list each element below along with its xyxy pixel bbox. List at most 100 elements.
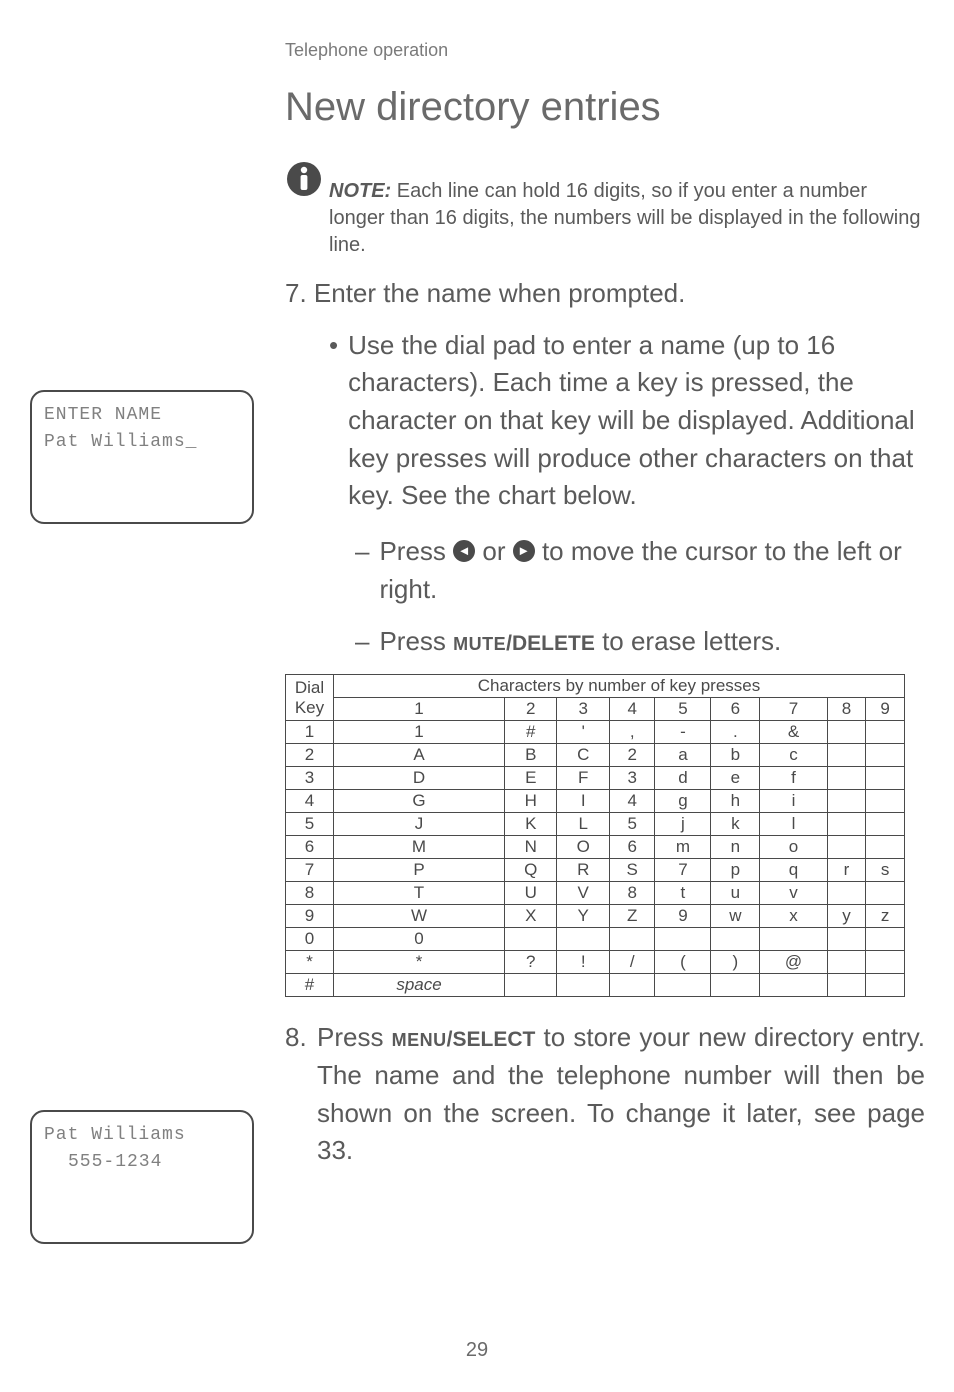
- table-col-header: 8: [827, 698, 866, 721]
- table-row: 6MNO6mno: [286, 836, 905, 859]
- table-cell: 1: [286, 721, 334, 744]
- step-7: 7. Enter the name when prompted.: [285, 275, 925, 313]
- table-cell: s: [866, 859, 905, 882]
- table-cell: 3: [286, 767, 334, 790]
- sub1-a: Press: [379, 536, 453, 566]
- table-cell: w: [711, 905, 760, 928]
- page-title: New directory entries: [285, 85, 904, 130]
- step7-sub2: Press MUTE/DELETE to erase letters.: [379, 623, 781, 661]
- table-col-header: 4: [609, 698, 655, 721]
- table-cell: [866, 928, 905, 951]
- table-cell: *: [334, 951, 505, 974]
- step7-bullet: Use the dial pad to enter a name (up to …: [348, 327, 925, 515]
- table-header-span: Characters by number of key presses: [334, 675, 905, 698]
- table-cell: n: [711, 836, 760, 859]
- table-cell: [655, 928, 711, 951]
- table-cell: 2: [286, 744, 334, 767]
- note-text: NOTE: Each line can hold 16 digits, so i…: [329, 160, 925, 259]
- table-cell: [866, 974, 905, 997]
- table-cell: 1: [334, 721, 505, 744]
- info-icon: [285, 160, 323, 204]
- table-cell: b: [711, 744, 760, 767]
- table-cell: V: [557, 882, 609, 905]
- table-cell: T: [334, 882, 505, 905]
- table-cell: P: [334, 859, 505, 882]
- table-cell: F: [557, 767, 609, 790]
- table-cell: #: [505, 721, 557, 744]
- table-cell: *: [286, 951, 334, 974]
- table-cell: [827, 951, 866, 974]
- table-cell: -: [655, 721, 711, 744]
- table-cell: 5: [286, 813, 334, 836]
- table-cell: [760, 974, 827, 997]
- bullet-dot: •: [329, 327, 338, 365]
- table-cell: S: [609, 859, 655, 882]
- table-cell: A: [334, 744, 505, 767]
- table-row: 9WXYZ9wxyz: [286, 905, 905, 928]
- table-row: 8TUV8tuv: [286, 882, 905, 905]
- table-col-header: 7: [760, 698, 827, 721]
- table-cell: k: [711, 813, 760, 836]
- table-cell: space: [334, 974, 505, 997]
- table-cell: [760, 928, 827, 951]
- table-row: #space: [286, 974, 905, 997]
- table-col-header: 9: [866, 698, 905, 721]
- section-label: Telephone operation: [285, 40, 904, 61]
- step7-sub1: Press ◄ or ► to move the cursor to the l…: [379, 533, 925, 608]
- table-cell: ': [557, 721, 609, 744]
- table-cell: m: [655, 836, 711, 859]
- table-row: 3DEF3def: [286, 767, 905, 790]
- table-cell: ): [711, 951, 760, 974]
- table-cell: 4: [609, 790, 655, 813]
- note-body: Each line can hold 16 digits, so if you …: [329, 180, 920, 256]
- table-cell: D: [334, 767, 505, 790]
- delete-key-label: DELETE: [512, 632, 595, 655]
- table-cell: 0: [286, 928, 334, 951]
- table-cell: z: [866, 905, 905, 928]
- table-cell: 6: [286, 836, 334, 859]
- table-row: 4GHI4ghi: [286, 790, 905, 813]
- table-cell: 6: [609, 836, 655, 859]
- table-cell: ?: [505, 951, 557, 974]
- table-cell: !: [557, 951, 609, 974]
- table-cell: [866, 882, 905, 905]
- table-cell: g: [655, 790, 711, 813]
- table-row: 7PQRS7pqrs: [286, 859, 905, 882]
- table-row: **?!/()@: [286, 951, 905, 974]
- table-cell: [827, 744, 866, 767]
- sub2-b: to erase letters.: [595, 626, 781, 656]
- dash-icon: –: [355, 533, 369, 571]
- table-cell: [711, 974, 760, 997]
- table-cell: q: [760, 859, 827, 882]
- table-cell: [827, 813, 866, 836]
- table-cell: K: [505, 813, 557, 836]
- table-cell: B: [505, 744, 557, 767]
- table-col-headers: 123456789: [286, 698, 905, 721]
- table-col-header: 6: [711, 698, 760, 721]
- lcd1-line2: Pat Williams_: [44, 429, 240, 456]
- table-cell: [827, 767, 866, 790]
- table-cell: U: [505, 882, 557, 905]
- table-cell: [557, 974, 609, 997]
- mute-key-label: MUTE: [453, 634, 506, 654]
- table-cell: M: [334, 836, 505, 859]
- table-cell: u: [711, 882, 760, 905]
- table-cell: a: [655, 744, 711, 767]
- table-cell: [609, 928, 655, 951]
- table-cell: O: [557, 836, 609, 859]
- table-cell: /: [609, 951, 655, 974]
- table-cell: 2: [609, 744, 655, 767]
- table-cell: #: [286, 974, 334, 997]
- table-cell: x: [760, 905, 827, 928]
- table-cell: N: [505, 836, 557, 859]
- table-cell: [866, 813, 905, 836]
- table-cell: L: [557, 813, 609, 836]
- table-cell: d: [655, 767, 711, 790]
- table-cell: 0: [334, 928, 505, 951]
- table-col0-header: Dial Key: [286, 675, 334, 721]
- table-row: 5JKL5jkl: [286, 813, 905, 836]
- table-cell: [866, 721, 905, 744]
- table-cell: 3: [609, 767, 655, 790]
- table-col-header: 5: [655, 698, 711, 721]
- table-cell: H: [505, 790, 557, 813]
